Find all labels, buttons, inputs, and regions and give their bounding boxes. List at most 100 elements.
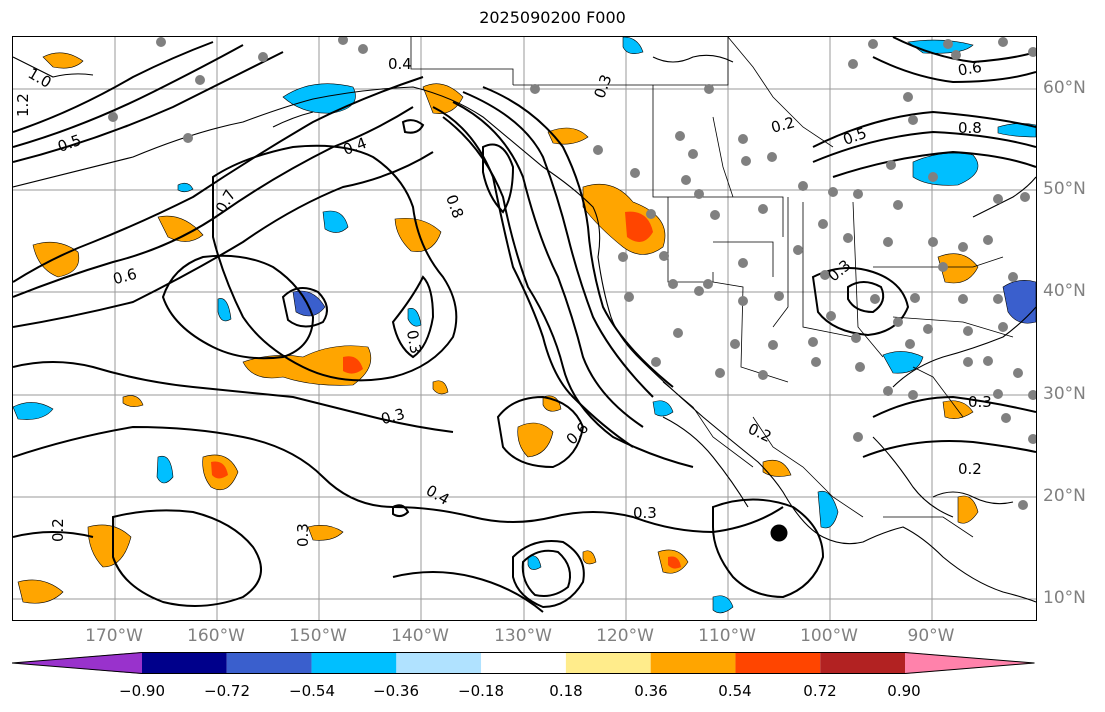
colorbar-segments — [12, 652, 1035, 674]
shade-patch — [712, 595, 734, 614]
shade-patch — [42, 52, 84, 69]
shade-patch — [122, 395, 144, 407]
shade-patch — [282, 83, 356, 114]
shade-patch — [817, 490, 839, 529]
shade-patch — [432, 380, 449, 395]
shade-patch — [1002, 280, 1036, 324]
shade-patch — [527, 555, 542, 570]
shade-patch — [307, 525, 344, 541]
contour-label: 0.2 — [958, 460, 982, 478]
longitude-label: 170°W — [85, 626, 143, 646]
longitude-label: 140°W — [391, 626, 449, 646]
shading — [13, 37, 1036, 614]
contour-label: 0.6 — [563, 419, 593, 449]
latitude-label: 20°N — [1043, 486, 1086, 506]
longitude-label: 110°W — [698, 626, 756, 646]
contour-label: 0.2 — [49, 518, 67, 542]
contour-label: 0.3 — [294, 523, 312, 547]
latitude-label: 50°N — [1043, 179, 1086, 199]
shade-patch — [322, 210, 349, 233]
shade-patch — [625, 211, 653, 242]
shade-patch — [13, 402, 54, 420]
colorbar-segment — [565, 652, 651, 674]
storm-center-marker — [770, 524, 788, 542]
shade-patch — [87, 524, 132, 568]
contour-label: 0.2 — [769, 113, 797, 137]
contours — [13, 37, 1036, 613]
colorbar-tick-label: −0.72 — [204, 682, 250, 700]
colorbar-tick-label: 0.54 — [718, 682, 752, 700]
longitude-label: 90°W — [907, 626, 955, 646]
shade-patch — [17, 579, 64, 604]
shade-patch — [668, 556, 681, 569]
latitude-label: 60°N — [1043, 78, 1086, 98]
shade-patch — [937, 253, 979, 284]
colorbar — [12, 652, 1035, 674]
shade-patch — [582, 550, 597, 565]
contour-label: 0.4 — [388, 55, 412, 73]
shade-patch — [292, 290, 326, 317]
latitude-label: 10°N — [1043, 588, 1086, 608]
colorbar-segment — [481, 652, 566, 674]
contour-label: 0.3 — [633, 504, 657, 522]
colorbar-segment — [650, 652, 736, 674]
shade-patch — [394, 218, 442, 252]
colorbar-segment — [12, 652, 142, 674]
colorbar-tick-label: 0.18 — [549, 682, 583, 700]
colorbar-tick-label: −0.90 — [119, 682, 165, 700]
contour-label: 0.3 — [825, 256, 855, 285]
shade-patch — [217, 298, 232, 322]
longitude-label: 160°W — [187, 626, 245, 646]
colorbar-tick-label: 0.72 — [803, 682, 837, 700]
contour-label: 0.6 — [956, 58, 983, 80]
contour-label: 0.5 — [55, 131, 84, 156]
contour-label: 0.4 — [423, 481, 453, 509]
longitude-label: 150°W — [289, 626, 347, 646]
shade-patch — [882, 351, 924, 374]
graticule — [13, 37, 1036, 620]
longitude-label: 130°W — [494, 626, 552, 646]
contour-label: 0.6 — [111, 265, 139, 289]
shade-patch — [517, 422, 554, 458]
colorbar-tick-label: −0.18 — [458, 682, 504, 700]
contour-label: 0.7 — [212, 186, 240, 216]
colorbar-segment — [905, 652, 1035, 674]
shade-patch — [622, 37, 644, 54]
contour-label: 1.2 — [14, 93, 32, 117]
latitude-label: 30°N — [1043, 384, 1086, 404]
contour-label: 0.4 — [341, 134, 370, 159]
latitude-label: 40°N — [1043, 281, 1086, 301]
colorbar-segment — [396, 652, 482, 674]
station-markers — [108, 37, 1036, 510]
colorbar-segment — [820, 652, 905, 674]
shade-patch — [422, 83, 464, 114]
map-canvas: 0.4 0.3 0.2 0.5 0.6 0.8 0.7 1.0 1.2 0.3 … — [13, 37, 1036, 620]
longitude-label: 120°W — [596, 626, 654, 646]
shade-patch — [912, 152, 979, 186]
longitude-label: 100°W — [800, 626, 858, 646]
shade-patch — [407, 308, 422, 327]
colorbar-tick-label: 0.36 — [634, 682, 668, 700]
shade-patch — [957, 495, 979, 524]
contour-label: 0.3 — [968, 393, 992, 411]
colorbar-segment — [735, 652, 821, 674]
contour-label: 0.8 — [442, 192, 467, 221]
contour-label: 0.8 — [958, 119, 982, 137]
map-panel: 0.4 0.3 0.2 0.5 0.6 0.8 0.7 1.0 1.2 0.3 … — [12, 36, 1037, 621]
shade-patch — [343, 356, 363, 374]
contour-label: 1.0 — [25, 64, 55, 92]
contour-label: 0.3 — [403, 329, 425, 356]
shade-patch — [652, 400, 674, 417]
colorbar-segment — [311, 652, 397, 674]
shade-patch — [997, 123, 1036, 138]
shade-patch — [211, 461, 228, 479]
boundaries — [410, 37, 1014, 538]
colorbar-tick-label: −0.54 — [289, 682, 335, 700]
shade-patch — [177, 182, 194, 193]
contour-label: 0.3 — [379, 405, 407, 429]
colorbar-segment — [142, 652, 227, 674]
shade-patch — [242, 345, 372, 386]
shade-patch — [907, 39, 974, 54]
colorbar-segment — [226, 652, 312, 674]
shade-patch — [156, 455, 174, 484]
